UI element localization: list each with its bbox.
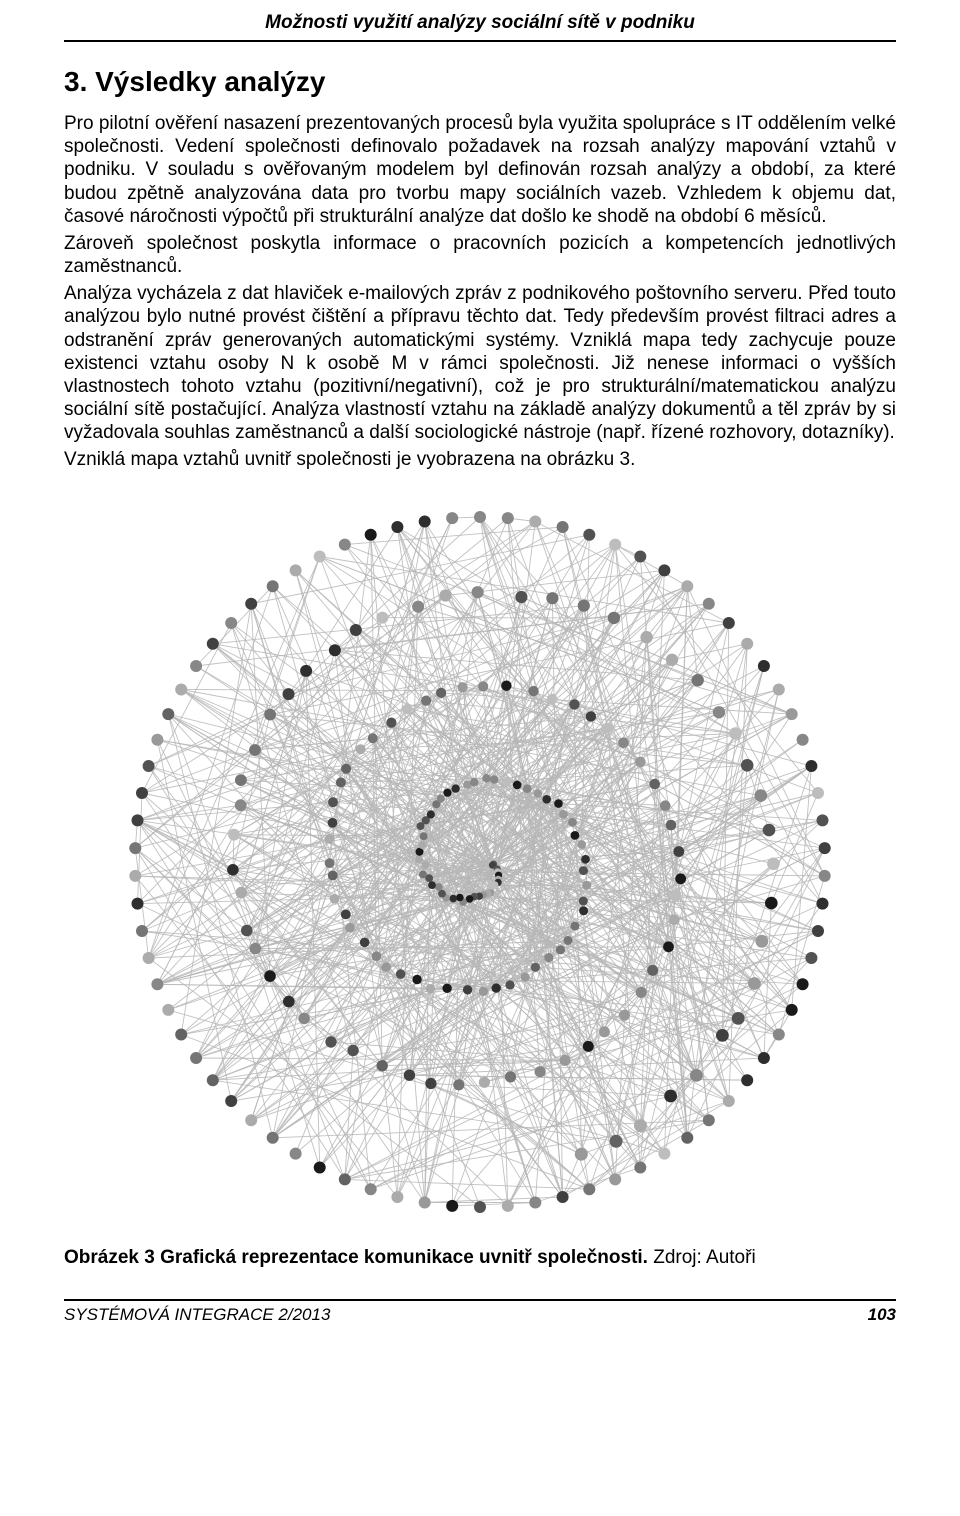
body-paragraph-2: Zároveň společnost poskytla informace o … (64, 232, 896, 278)
figure-caption-plain: Zdroj: Autoři (648, 1247, 756, 1268)
network-graph (110, 492, 850, 1232)
footer-page-number: 103 (868, 1305, 896, 1325)
section-heading: 3. Výsledky analýzy (64, 66, 896, 98)
page-footer: SYSTÉMOVÁ INTEGRACE 2/2013 103 (64, 1299, 896, 1343)
footer-journal: SYSTÉMOVÁ INTEGRACE 2/2013 (64, 1305, 330, 1325)
figure-3: Obrázek 3 Grafická reprezentace komunika… (64, 492, 896, 1269)
body-paragraph-1: Pro pilotní ověření nasazení prezentovan… (64, 112, 896, 228)
figure-caption-bold: Obrázek 3 Grafická reprezentace komunika… (64, 1247, 648, 1268)
body-paragraph-3: Analýza vycházela z dat hlaviček e-mailo… (64, 282, 896, 444)
running-header: Možnosti využití analýzy sociální sítě v… (64, 0, 896, 42)
body-paragraph-4: Vzniklá mapa vztahů uvnitř společnosti j… (64, 448, 896, 471)
figure-caption: Obrázek 3 Grafická reprezentace komunika… (64, 1247, 896, 1269)
